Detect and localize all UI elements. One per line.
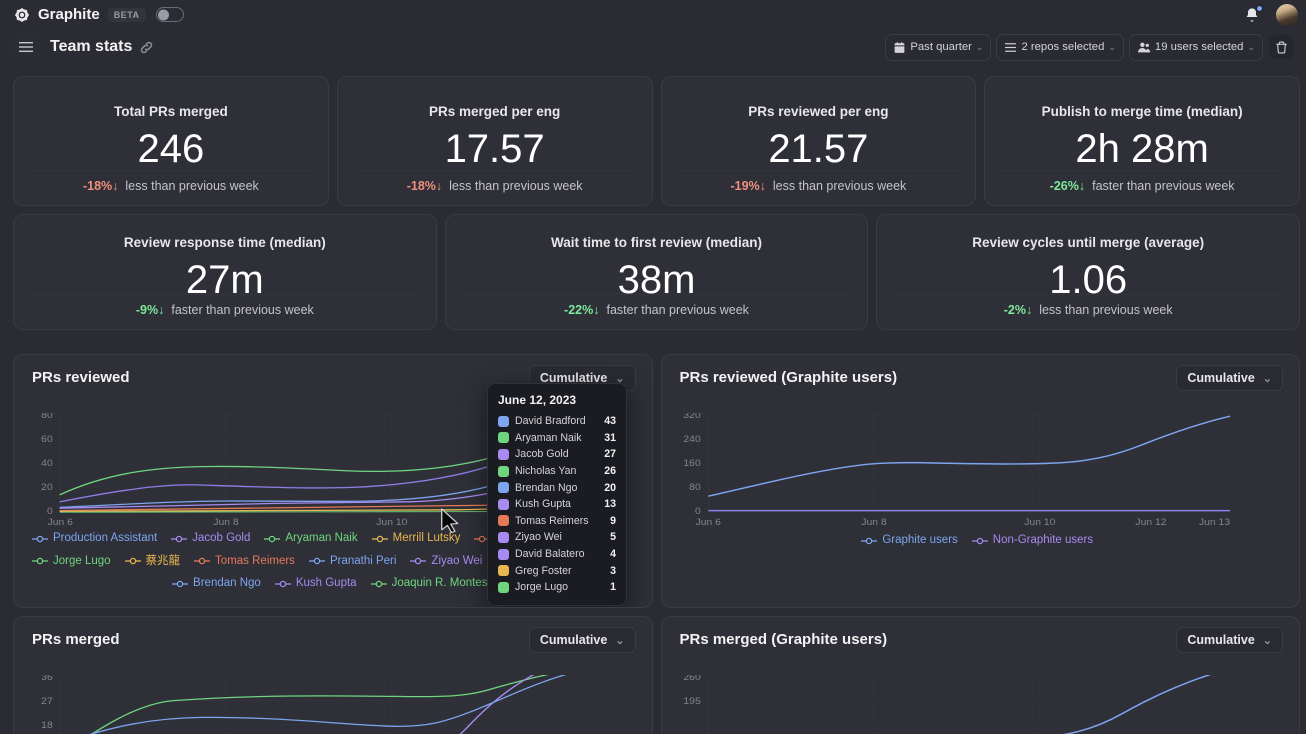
svg-text:160: 160: [683, 458, 700, 468]
svg-text:20: 20: [41, 482, 53, 492]
svg-text:60: 60: [41, 434, 53, 444]
svg-text:80: 80: [689, 482, 701, 492]
svg-text:Jun 10: Jun 10: [1024, 518, 1055, 528]
svg-text:260: 260: [683, 675, 700, 683]
svg-text:240: 240: [683, 434, 700, 444]
svg-text:Jun 6: Jun 6: [695, 518, 720, 528]
svg-text:Jun 10: Jun 10: [376, 518, 407, 528]
svg-text:27: 27: [41, 696, 53, 706]
svg-text:320: 320: [683, 413, 700, 421]
svg-text:Jun 6: Jun 6: [48, 518, 73, 528]
svg-text:Jun 8: Jun 8: [861, 518, 886, 528]
svg-text:18: 18: [41, 720, 53, 730]
svg-text:80: 80: [41, 413, 53, 421]
svg-text:0: 0: [47, 506, 53, 516]
svg-text:40: 40: [41, 458, 53, 468]
svg-text:Jun 12: Jun 12: [1135, 518, 1166, 528]
svg-text:195: 195: [683, 696, 700, 706]
svg-text:Jun 13: Jun 13: [1198, 518, 1229, 528]
svg-text:0: 0: [694, 506, 700, 516]
svg-text:36: 36: [41, 675, 53, 683]
svg-text:Jun 8: Jun 8: [213, 518, 238, 528]
